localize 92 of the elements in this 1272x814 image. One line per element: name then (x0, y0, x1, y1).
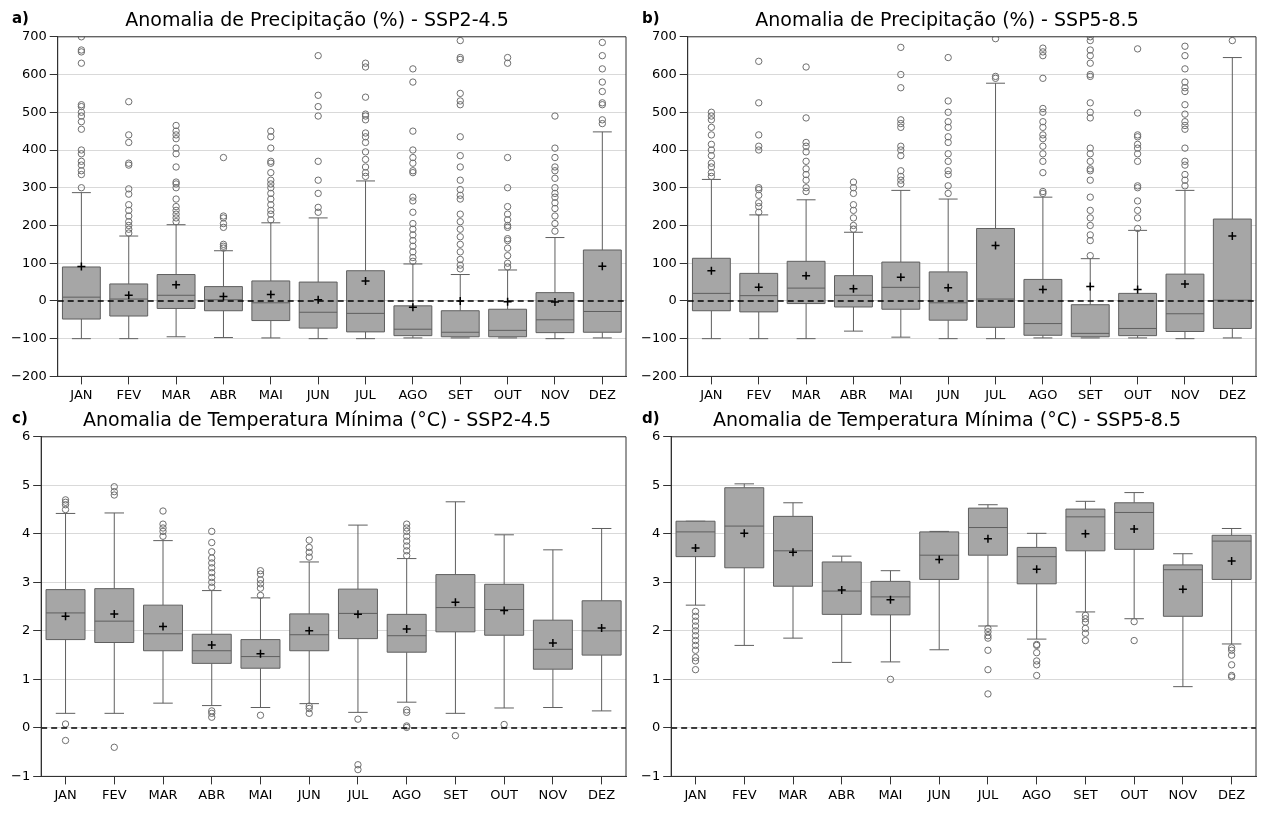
y-tick-label: 100 (21, 254, 47, 270)
x-tick-label: OUT (490, 786, 519, 802)
x-tick-label: MAR (161, 386, 191, 402)
x-tick-label: JAN (699, 386, 723, 402)
y-tick-label: 100 (651, 254, 677, 270)
y-tick-label: 0 (21, 719, 31, 735)
x-tick-label: JUN (296, 786, 321, 802)
x-tick-label: ABR (840, 386, 867, 402)
y-tick-label: 400 (21, 141, 47, 157)
x-tick-label: MAI (248, 786, 273, 802)
x-tick-label: ABR (828, 786, 856, 802)
x-tick-label: JUN (305, 386, 330, 402)
y-tick-label: 0 (668, 292, 677, 308)
x-tick-label: FEV (101, 786, 127, 802)
y-tick-label: −100 (10, 330, 47, 346)
y-tick-label: 600 (651, 65, 677, 81)
x-tick-label: AGO (392, 786, 422, 802)
x-tick-label: FEV (731, 786, 757, 802)
x-tick-label: SET (443, 786, 468, 802)
x-tick-label: NOV (1170, 386, 1200, 402)
x-tick-label: MAR (791, 386, 821, 402)
x-tick-label: MAR (778, 786, 808, 802)
text: b) (642, 9, 660, 28)
x-tick-label: JUN (926, 786, 951, 802)
y-tick-label: 4 (651, 525, 661, 541)
y-tick-label: 2 (651, 622, 661, 638)
chart-title: Anomalia de Temperatura Mínima (°C) - SSP5-8.5 (712, 408, 1182, 431)
y-tick-label: 200 (21, 216, 47, 232)
x-tick-label: FEV (746, 386, 772, 402)
x-tick-label: SET (448, 386, 473, 402)
x-tick-label: JAN (69, 386, 93, 402)
y-tick-label: 500 (651, 103, 677, 119)
x-tick-label: DEZ (1218, 786, 1246, 802)
y-tick-label: 400 (651, 141, 677, 157)
x-tick-label: DEZ (1218, 386, 1246, 402)
chart-title: Anomalia de Precipitação (%) - SSP2-4.5 (125, 8, 509, 31)
y-tick-label: 0 (38, 292, 47, 308)
x-tick-label: ABR (198, 786, 226, 802)
y-tick-label: 6 (651, 428, 661, 444)
x-tick-label: NOV (1168, 786, 1198, 802)
x-tick-label: MAR (148, 786, 178, 802)
x-tick-label: MAI (258, 386, 283, 402)
x-tick-label: OUT (493, 386, 522, 402)
y-tick-label: 300 (651, 179, 677, 195)
y-tick-label: 6 (21, 428, 31, 444)
y-tick-label: −100 (640, 330, 677, 346)
y-tick-label: 1 (21, 670, 31, 686)
text: a) (12, 9, 29, 28)
chart-title: Anomalia de Temperatura Mínima (°C) - SSP2-4.5 (82, 408, 552, 431)
y-tick-label: 600 (21, 65, 47, 81)
y-tick-label: 1 (651, 670, 661, 686)
x-tick-label: JAN (53, 786, 77, 802)
y-tick-label: 700 (21, 28, 47, 44)
x-tick-label: JUL (346, 786, 369, 802)
x-tick-label: OUT (1120, 786, 1149, 802)
y-tick-label: 3 (21, 573, 31, 589)
y-tick-label: 2 (21, 622, 31, 638)
y-tick-label: 200 (651, 216, 677, 232)
y-tick-label: −1 (10, 767, 31, 783)
x-tick-label: JUL (354, 386, 377, 402)
chart-title: Anomalia de Precipitação (%) - SSP5-8.5 (755, 8, 1139, 31)
y-tick-label: 5 (651, 476, 661, 492)
text: d) (642, 409, 660, 428)
y-tick-label: 5 (21, 476, 31, 492)
x-tick-label: SET (1078, 386, 1103, 402)
x-tick-label: DEZ (588, 386, 616, 402)
x-tick-label: MAI (878, 786, 903, 802)
y-tick-label: 500 (21, 103, 47, 119)
x-tick-label: JUL (984, 386, 1007, 402)
x-tick-label: MAI (888, 386, 913, 402)
x-tick-label: FEV (116, 386, 142, 402)
x-tick-label: JUL (976, 786, 999, 802)
x-tick-label: SET (1073, 786, 1098, 802)
y-tick-label: 300 (21, 179, 47, 195)
x-tick-label: NOV (540, 386, 570, 402)
x-tick-label: AGO (1022, 786, 1052, 802)
y-tick-label: −200 (10, 367, 47, 383)
x-tick-label: JUN (935, 386, 960, 402)
y-tick-label: 4 (21, 525, 31, 541)
y-tick-label: 3 (651, 573, 661, 589)
x-tick-label: JAN (683, 786, 707, 802)
y-tick-label: 700 (651, 28, 677, 44)
x-tick-label: AGO (398, 386, 428, 402)
y-tick-label: −1 (640, 767, 661, 783)
x-tick-label: DEZ (588, 786, 616, 802)
x-tick-label: NOV (538, 786, 568, 802)
y-tick-label: 0 (651, 719, 661, 735)
x-tick-label: OUT (1123, 386, 1152, 402)
text: c) (12, 409, 28, 428)
x-tick-label: ABR (210, 386, 237, 402)
x-tick-label: AGO (1028, 386, 1058, 402)
y-tick-label: −200 (640, 367, 677, 383)
